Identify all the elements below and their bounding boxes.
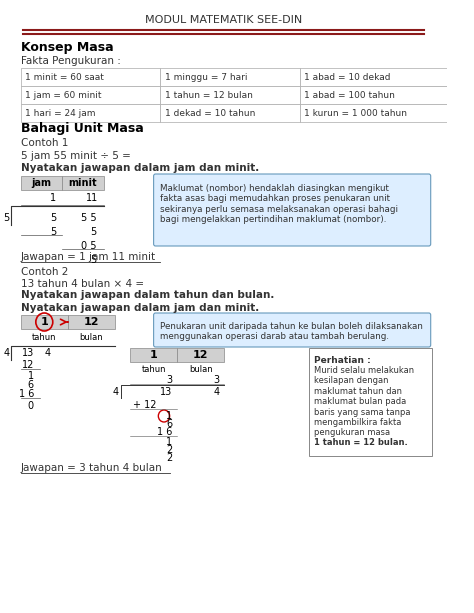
Text: 12: 12 (21, 360, 34, 370)
Text: 13: 13 (160, 387, 173, 397)
Text: 1: 1 (166, 411, 173, 421)
Text: 4: 4 (213, 387, 219, 397)
FancyBboxPatch shape (154, 313, 431, 347)
Text: 4: 4 (113, 387, 119, 397)
Text: 2: 2 (166, 453, 173, 463)
Text: 12: 12 (193, 350, 209, 360)
Text: Penukaran unit daripada tahun ke bulan boleh dilaksanakan
menggunakan operasi da: Penukaran unit daripada tahun ke bulan b… (160, 322, 423, 341)
Bar (21, 315, 68, 329)
Bar (300, 86, 447, 104)
Text: 5 5: 5 5 (81, 213, 96, 223)
Text: 1 jam = 60 minit: 1 jam = 60 minit (26, 91, 102, 99)
Text: 6: 6 (28, 380, 34, 390)
Bar (160, 68, 300, 86)
Text: Nyatakan jawapan dalam jam dan minit.: Nyatakan jawapan dalam jam dan minit. (21, 163, 259, 173)
Text: 1 minit = 60 saat: 1 minit = 60 saat (26, 72, 104, 82)
Text: 5: 5 (90, 255, 96, 265)
Bar (21, 176, 62, 190)
Text: 1 tahun = 12 bulan: 1 tahun = 12 bulan (165, 91, 253, 99)
Text: 5: 5 (3, 213, 9, 223)
Text: tahun: tahun (141, 365, 166, 375)
Text: 6: 6 (166, 419, 173, 429)
Text: 0: 0 (28, 401, 34, 411)
Text: Jawapan = 3 tahun 4 bulan: Jawapan = 3 tahun 4 bulan (21, 463, 163, 473)
Text: 13 tahun 4 bulan × 4 =: 13 tahun 4 bulan × 4 = (21, 279, 144, 289)
Bar (21, 68, 160, 86)
Text: 1 6: 1 6 (18, 389, 34, 399)
Text: 4: 4 (3, 348, 9, 358)
Text: 1 hari = 24 jam: 1 hari = 24 jam (26, 109, 96, 118)
Text: 2: 2 (166, 445, 173, 455)
Text: 1: 1 (40, 317, 48, 327)
Text: 1 abad = 100 tahun: 1 abad = 100 tahun (304, 91, 395, 99)
Bar (300, 104, 447, 122)
Bar (130, 348, 177, 362)
Bar (21, 86, 160, 104)
Bar (21, 104, 160, 122)
Text: 12: 12 (84, 317, 99, 327)
Bar (160, 86, 300, 104)
Text: Perhatian :: Perhatian : (314, 356, 371, 365)
Text: 0 5: 0 5 (81, 241, 96, 251)
Text: 13: 13 (22, 348, 34, 358)
Text: 5: 5 (50, 227, 56, 237)
Bar (62, 176, 104, 190)
Text: 5 jam 55 minit ÷ 5 =: 5 jam 55 minit ÷ 5 = (21, 151, 131, 161)
Text: Contoh 2: Contoh 2 (21, 267, 68, 277)
Text: Fakta Pengukuran :: Fakta Pengukuran : (21, 56, 120, 66)
Bar (68, 315, 115, 329)
Text: 1 6: 1 6 (157, 427, 173, 437)
Bar (160, 104, 300, 122)
Text: Jawapan = 1 jam 11 minit: Jawapan = 1 jam 11 minit (21, 252, 156, 262)
Text: Konsep Masa: Konsep Masa (21, 40, 113, 53)
Text: bulan: bulan (189, 365, 212, 375)
Text: 1: 1 (50, 193, 56, 203)
Text: jam: jam (31, 178, 52, 188)
Text: Murid selalu melakukan
kesilapan dengan
maklumat tahun dan
maklumat bulan pada
b: Murid selalu melakukan kesilapan dengan … (314, 366, 414, 438)
Text: 1: 1 (28, 371, 34, 381)
Text: Maklumat (nombor) hendaklah diasingkan mengikut
fakta asas bagi memudahkan prose: Maklumat (nombor) hendaklah diasingkan m… (160, 184, 398, 224)
Text: 3: 3 (166, 375, 173, 385)
FancyBboxPatch shape (154, 174, 431, 246)
Bar (309, 348, 432, 456)
Text: 5: 5 (50, 213, 56, 223)
Text: 1 minggu = 7 hari: 1 minggu = 7 hari (165, 72, 247, 82)
Text: bulan: bulan (80, 332, 103, 341)
Bar (300, 68, 447, 86)
Text: 5: 5 (90, 227, 96, 237)
Bar (177, 348, 224, 362)
Text: + 12: + 12 (133, 400, 156, 410)
Text: 1: 1 (166, 437, 173, 447)
Text: 1 dekad = 10 tahun: 1 dekad = 10 tahun (165, 109, 255, 118)
Text: Nyatakan jawapan dalam jam dan minit.: Nyatakan jawapan dalam jam dan minit. (21, 303, 259, 313)
Text: MODUL MATEMATIK SEE-DIN: MODUL MATEMATIK SEE-DIN (145, 15, 302, 25)
Text: 1 abad = 10 dekad: 1 abad = 10 dekad (304, 72, 391, 82)
Text: Contoh 1: Contoh 1 (21, 138, 68, 148)
Text: Bahagi Unit Masa: Bahagi Unit Masa (21, 121, 144, 134)
Text: 3: 3 (213, 375, 219, 385)
Text: 4: 4 (45, 348, 51, 358)
Text: minit: minit (69, 178, 97, 188)
Text: 1: 1 (150, 350, 157, 360)
Text: tahun: tahun (32, 332, 56, 341)
Text: 1 tahun = 12 bulan.: 1 tahun = 12 bulan. (314, 438, 408, 447)
Text: 11: 11 (86, 193, 98, 203)
Text: Nyatakan jawapan dalam tahun dan bulan.: Nyatakan jawapan dalam tahun dan bulan. (21, 290, 274, 300)
Text: 1 kurun = 1 000 tahun: 1 kurun = 1 000 tahun (304, 109, 408, 118)
